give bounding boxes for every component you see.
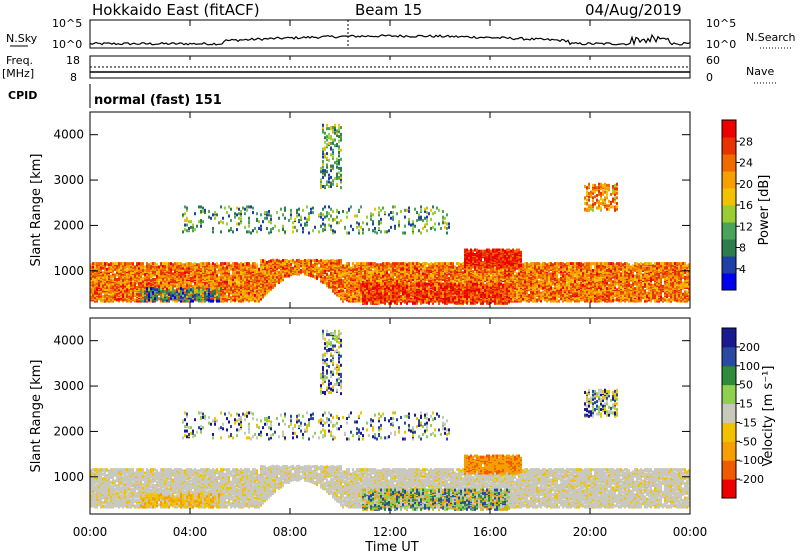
freq-unit: [MHz] [2, 67, 34, 80]
cpid-value: normal (fast) 151 [94, 93, 222, 108]
x-tick-label: 04:00 [173, 525, 208, 539]
y-tick-label: 2000 [53, 218, 84, 232]
colorbar-segment [722, 346, 736, 367]
x-tick-label: 20:00 [573, 525, 608, 539]
nsearch-tick-top: 10^5 [706, 17, 736, 30]
colorbar-segment [722, 273, 736, 291]
freq-tick-top: 18 [66, 54, 80, 67]
y-tick-label: 4000 [53, 334, 84, 348]
nave-tick-top: 60 [706, 54, 720, 67]
freq-tick-bottom: 8 [70, 71, 77, 84]
velocity-y-axis-label: Slant Range [km] [29, 360, 44, 473]
y-tick-label: 4000 [53, 128, 84, 142]
power-y-ticks: 1000 2000 3000 4000 [53, 128, 690, 278]
x-axis-ticks: 00:00 04:00 08:00 12:00 16:00 20:00 00:00 [73, 20, 708, 539]
nave-label: Nave [746, 65, 774, 78]
colorbar-tick-label: 8 [739, 242, 746, 255]
colorbar-segment [722, 328, 736, 348]
colorbar-segment [722, 188, 736, 206]
nsky-label: N.Sky [6, 32, 38, 45]
colorbar-segment [722, 120, 736, 138]
colorbar-tick-label: 28 [739, 135, 753, 148]
nsky-tick-bottom: 10^0 [52, 38, 82, 51]
colorbar-tick-label: 16 [739, 199, 753, 212]
colorbar-segment [722, 403, 736, 423]
x-tick-label: 12:00 [373, 525, 408, 539]
power-colorbar-label: Power [dB] [757, 175, 772, 246]
x-tick-label: 16:00 [473, 525, 508, 539]
colorbar-segment [722, 460, 736, 480]
velocity-y-ticks: 1000 2000 3000 4000 [53, 334, 690, 484]
colorbar-tick-label: 24 [739, 157, 753, 170]
date-title: 04/Aug/2019 [585, 1, 682, 19]
colorbar-tick-label: 50 [739, 379, 753, 392]
colorbar-segment [722, 441, 736, 461]
x-tick-label: 08:00 [273, 525, 308, 539]
colorbar-tick-label: 4 [739, 263, 746, 276]
colorbar-tick-label: 100 [739, 360, 760, 373]
colorbar-tick-label: 12 [739, 220, 753, 233]
y-tick-label: 1000 [53, 264, 84, 278]
y-tick-label: 3000 [53, 173, 84, 187]
nsearch-tick-bottom: 10^0 [706, 38, 736, 51]
colorbar-segment [722, 222, 736, 240]
velocity-heatmap [90, 329, 690, 511]
power-colorbar: 28 24 20 16 12 8 4 [721, 119, 753, 291]
colorbar-segment [722, 256, 736, 274]
nsky-tick-top: 10^5 [52, 17, 82, 30]
colorbar-segment [722, 171, 736, 189]
freq-label: Freq. [6, 54, 33, 67]
colorbar-tick-label: 20 [739, 178, 753, 191]
colorbar-tick-label: -50 [739, 435, 757, 448]
station-title: Hokkaido East (fitACF) [92, 1, 260, 19]
colorbar-segment [722, 422, 736, 442]
colorbar-tick-label: -15 [739, 416, 757, 429]
colorbar-segment [722, 365, 736, 386]
colorbar-tick-label: -100 [739, 454, 764, 467]
velocity-colorbar-label: Velocity [m s⁻¹] [761, 366, 776, 467]
colorbar-tick-label: 200 [739, 341, 760, 354]
nsky-line [89, 33, 691, 47]
x-tick-label: 00:00 [73, 525, 108, 539]
y-tick-label: 1000 [53, 470, 84, 484]
power-heatmap [90, 123, 690, 305]
colorbar-tick-label: -200 [739, 473, 764, 486]
y-tick-label: 3000 [53, 379, 84, 393]
colorbar-segment [722, 205, 736, 223]
colorbar-segment [722, 479, 736, 499]
beam-title: Beam 15 [355, 1, 422, 19]
colorbar-segment [722, 239, 736, 257]
x-axis-label: Time UT [364, 540, 418, 554]
nave-tick-bottom: 0 [706, 71, 713, 84]
cpid-label: CPID [8, 89, 37, 102]
colorbar-segment [722, 137, 736, 155]
velocity-colorbar: 200 100 50 15 -15 -50 -100 -200 [721, 327, 764, 499]
colorbar-segment [722, 154, 736, 172]
y-tick-label: 2000 [53, 424, 84, 438]
colorbar-tick-label: 15 [739, 398, 753, 411]
x-tick-label: 00:00 [673, 525, 708, 539]
power-y-axis-label: Slant Range [km] [29, 154, 44, 267]
colorbar-segment [722, 384, 736, 405]
nsearch-label: N.Search [746, 31, 796, 44]
